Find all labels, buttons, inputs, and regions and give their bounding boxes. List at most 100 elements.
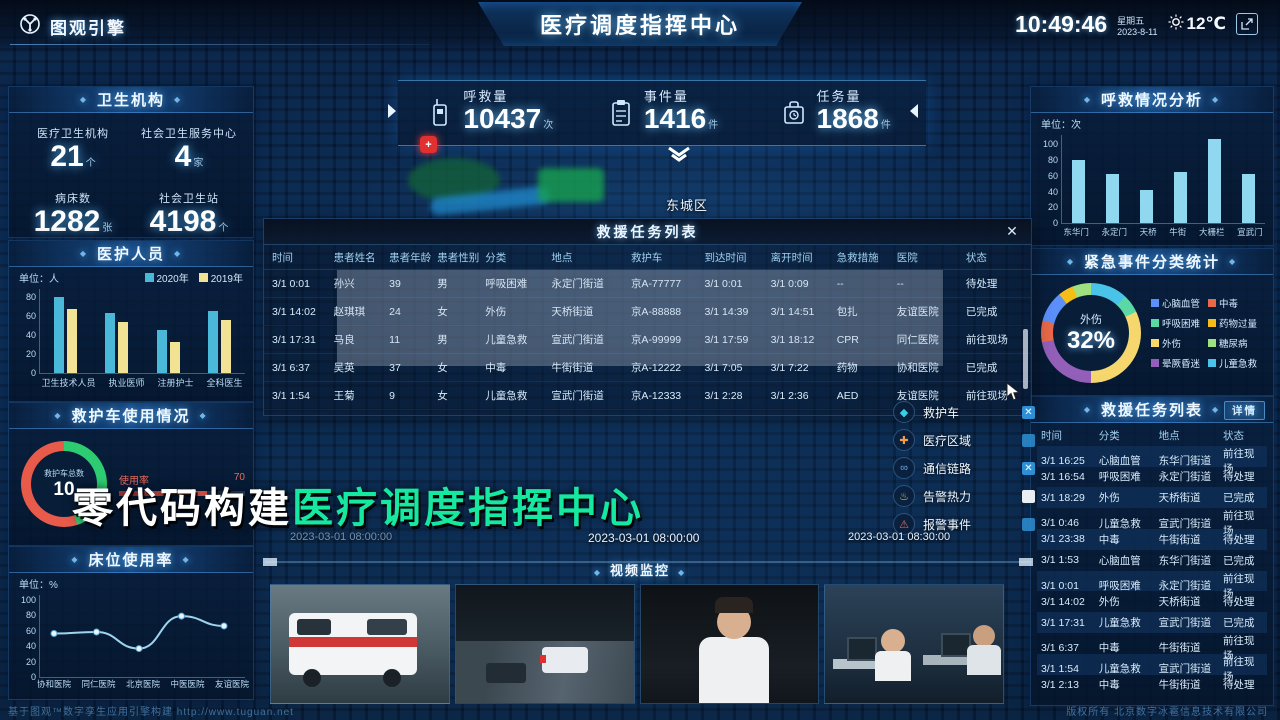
layer-toggle-救护车[interactable]: ◆ 救护车 ✕ [893, 398, 1035, 426]
layer-checkbox[interactable] [1022, 489, 1035, 503]
layer-toggle-告警热力[interactable]: ♨ 告警热力 [893, 482, 1035, 510]
detail-button[interactable]: 详情 [1224, 401, 1265, 420]
cell: 3/1 18:29 [1041, 491, 1085, 504]
table-row[interactable]: 3/1 6:37 中毒 牛街街道 前往现场 [1037, 633, 1267, 662]
column-header: 地点 [1158, 429, 1180, 442]
panel-title: 卫生机构 [96, 92, 165, 109]
panel-title: 床位使用率 [88, 552, 174, 569]
layer-checkbox[interactable]: ✕ [1022, 461, 1035, 475]
stat-label: 医疗卫生机构 [37, 128, 109, 140]
cell: 3/1 0:01 [272, 277, 310, 290]
stat: 社会卫生站 4198 个 [131, 190, 247, 245]
cell: 儿童急救 [485, 390, 528, 402]
x-label: 中医医院 [170, 679, 205, 689]
table-row[interactable]: 3/1 1:54 王菊 9 女 儿童急救 宣武门街道 京A-12333 3/1 2:28 3/1… [264, 382, 1031, 410]
sun-icon [1168, 14, 1184, 35]
panel-ambulance-usage: ◆ 救护车使用情况 ◆ 救护车总数 10 使用率 70 [8, 402, 254, 546]
bar-永定门 [1106, 173, 1120, 223]
timeline-track[interactable] [263, 558, 1033, 566]
cell: 已完成 [1223, 617, 1255, 630]
table-row[interactable]: 3/1 17:31 儿童急救 宣武门街道 已完成 [1037, 612, 1267, 633]
close-icon[interactable]: ✕ [1006, 223, 1018, 239]
modal-scrollbar[interactable] [1023, 329, 1028, 389]
call-volume-icon [425, 96, 455, 130]
panel-title: 救援任务列表 [1100, 402, 1203, 419]
table-row[interactable]: 3/1 1:53 心脑血管 东华门街道 已完成 [1037, 550, 1267, 571]
kpi-1: 呼救量 10437 次 [408, 81, 571, 145]
ambulance-ring-chart: 救护车总数 10 [21, 441, 107, 527]
medical-area-layer-icon: ✚ [893, 429, 915, 451]
cell: 永定门街道 [1158, 471, 1212, 484]
layer-toggle-通信链路[interactable]: ∞ 通信链路 ✕ [893, 454, 1035, 482]
video-feed-office[interactable] [824, 584, 1004, 704]
cell: 天桥街道 [1158, 596, 1201, 609]
axis-tick: 0 [1052, 218, 1058, 228]
cell: 3/1 14:02 [272, 305, 316, 318]
video-feed-medic[interactable] [639, 584, 820, 704]
kpi-left-arrow[interactable] [388, 104, 396, 118]
table-row[interactable]: 3/1 16:25 心脑血管 东华门街道 前往现场 [1037, 445, 1267, 475]
x-label: 东华门 [1063, 227, 1089, 237]
table-row[interactable]: 3/1 0:46 儿童急救 宣武门街道 前往现场 [1037, 508, 1267, 537]
layer-label: 报警事件 [923, 517, 972, 532]
stat-label: 社会卫生站 [159, 193, 219, 205]
column-header: 到达时间 [704, 251, 747, 264]
cell: 牛街街道 [1158, 533, 1201, 546]
kpi-right-arrow[interactable] [910, 104, 918, 118]
cell: 3/1 14:51 [770, 305, 815, 318]
footer-left: 基于图观™数字孪生应用引擎构建 http://www.tuguan.net [8, 707, 294, 718]
share-icon[interactable] [1236, 13, 1258, 35]
legend-swatch [1208, 339, 1217, 347]
cell: 宣武门街道 [1158, 517, 1212, 530]
cell: 儿童急救 [485, 334, 528, 346]
layer-toggle-医疗区域[interactable]: ✚ 医疗区域 [893, 426, 1035, 454]
table-row[interactable]: 3/1 17:31 马良 11 男 儿童急救 宣武门街道 京A-99999 3/1 17:59… [264, 326, 1031, 354]
cell: 儿童急救 [1098, 617, 1141, 630]
cell: 3/1 0:01 [1041, 579, 1079, 592]
layer-label: 通信链路 [923, 461, 972, 476]
cell: 待处理 [1223, 679, 1255, 692]
table-row[interactable]: 3/1 1:54 儿童急救 宣武门街道 前往现场 [1037, 653, 1267, 683]
task-volume-icon [779, 96, 809, 130]
table-row[interactable]: 3/1 14:02 外伤 天桥街道 待处理 [1037, 591, 1267, 612]
cell: 宣武门街道 [1158, 663, 1212, 676]
layer-checkbox[interactable]: ✕ [1022, 405, 1035, 419]
cell: 心脑血管 [1098, 455, 1141, 468]
chevron-down-icon[interactable] [666, 146, 692, 167]
cell: 中毒 [1098, 642, 1120, 655]
cell: 中毒 [485, 362, 507, 374]
table-row[interactable]: 3/1 14:02 赵琪琪 24 女 外伤 天桥街道 京A-88888 3/1 14:39 3/… [264, 298, 1031, 326]
column-header: 离开时间 [770, 251, 813, 264]
cell: 3/1 17:31 [1041, 616, 1085, 629]
table-row[interactable]: 3/1 0:01 呼吸困难 永定门街道 前往现场 [1037, 570, 1267, 600]
cell: 3/1 14:02 [1041, 595, 1085, 608]
cell: 女 [437, 362, 448, 374]
bar-group [207, 289, 231, 373]
table-row[interactable]: 3/1 16:54 呼吸困难 永定门街道 待处理 [1037, 467, 1267, 488]
ambulance-layer-icon: ◆ [893, 401, 915, 423]
mouse-cursor [1006, 381, 1022, 407]
table-row[interactable]: 3/1 18:29 外伤 天桥街道 已完成 [1037, 487, 1267, 509]
cell: 前往现场 [1223, 447, 1255, 475]
table-row[interactable]: 3/1 0:01 孙兴 39 男 呼吸困难 永定门街道 京A-77777 3/1 0:01 3/… [264, 270, 1031, 298]
logo-icon [18, 12, 42, 41]
map-layer-toggles: ◆ 救护车 ✕ ✚ 医疗区域 ∞ 通信链路 ✕ ♨ 告警热力 ⚠ 报警事件 [893, 398, 1035, 538]
axis-tick: 60 [1047, 170, 1058, 181]
table-row[interactable]: 3/1 2:13 中毒 牛街街道 待处理 [1037, 675, 1267, 696]
cell: 宣武门街道 [551, 334, 604, 346]
bar-全科医生 [207, 310, 218, 373]
map-alert-marker[interactable]: + [420, 136, 437, 153]
timeline-current: 2023-03-01 08:00:00 [588, 531, 700, 545]
video-feed-ambulance[interactable] [270, 584, 450, 704]
kpi-value: 10437 次 [463, 103, 554, 134]
cell: 儿童急救 [1098, 663, 1141, 676]
timeline-start: 2023-03-01 08:00:00 [290, 531, 393, 543]
layer-checkbox[interactable] [1022, 433, 1035, 447]
layer-toggle-报警事件[interactable]: ⚠ 报警事件 [893, 510, 1035, 538]
top-header: 图观引擎 医疗调度指挥中心 10:49:46 星期五 2023-8-11 12℃ [0, 0, 1280, 54]
layer-checkbox[interactable] [1022, 517, 1035, 531]
video-feed-street[interactable] [454, 584, 635, 704]
table-row[interactable]: 3/1 23:38 中毒 牛街街道 待处理 [1037, 528, 1267, 550]
cell: 友谊医院 [896, 306, 939, 318]
table-row[interactable]: 3/1 6:37 吴英 37 女 中毒 牛街街道 京A-12222 3/1 7:05 3/1 7… [264, 354, 1031, 382]
